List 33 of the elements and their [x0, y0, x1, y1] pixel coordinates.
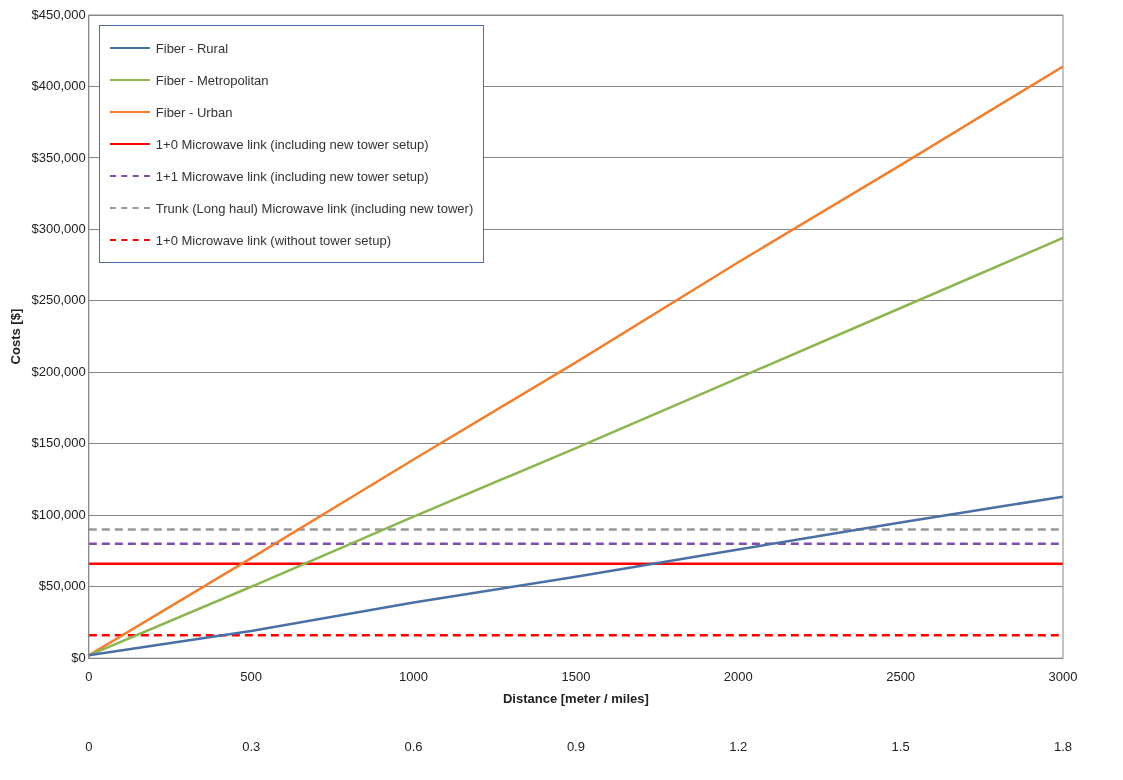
- x2-tick-label: 0.6: [404, 738, 423, 754]
- x-axis-title: Distance [meter / miles]: [502, 691, 649, 707]
- x2-tick-label: 0.3: [242, 738, 261, 754]
- legend-label: 1+0 Microwave link (without tower setup): [155, 232, 391, 248]
- y-tick-label: $200,000: [31, 363, 86, 379]
- x-tick-label: 1000: [399, 668, 429, 684]
- legend-label: 1+0 Microwave link (including new tower setup): [155, 136, 429, 152]
- x-tick-label: 3000: [1048, 668, 1078, 684]
- legend-label: Fiber - Urban: [155, 104, 233, 120]
- y-tick-label: $400,000: [31, 78, 86, 94]
- y-tick-label: $100,000: [31, 506, 86, 522]
- legend-label: Fiber - Rural: [155, 40, 229, 56]
- x2-tick-label: 0: [85, 738, 93, 754]
- x2-tick-label: 1.2: [729, 738, 748, 754]
- y-tick-label: $0: [71, 649, 86, 665]
- legend-label: Trunk (Long haul) Microwave link (including new tower): [155, 200, 474, 216]
- x2-tick-label: 0.9: [566, 738, 585, 754]
- x-tick-label: 500: [240, 668, 263, 684]
- x-tick-label: 2500: [886, 668, 916, 684]
- legend-label: 1+1 Microwave link (including new tower setup): [155, 168, 429, 184]
- legend-label: Fiber - Metropolitan: [155, 72, 269, 88]
- y-tick-label: $450,000: [31, 6, 86, 22]
- x2-tick-label: 1.8: [1053, 738, 1073, 754]
- x-tick-label: 0: [85, 668, 93, 684]
- y-axis-title: Costs [$]: [8, 308, 24, 365]
- y-tick-label: $50,000: [38, 578, 86, 594]
- y-tick-label: $250,000: [31, 292, 86, 308]
- x-tick-label: 2000: [723, 668, 753, 684]
- x2-tick-label: 1.5: [891, 738, 910, 754]
- y-tick-label: $300,000: [31, 220, 86, 236]
- x-tick-label: 1500: [561, 668, 591, 684]
- y-tick-label: $350,000: [31, 149, 86, 165]
- y-tick-label: $150,000: [31, 435, 86, 451]
